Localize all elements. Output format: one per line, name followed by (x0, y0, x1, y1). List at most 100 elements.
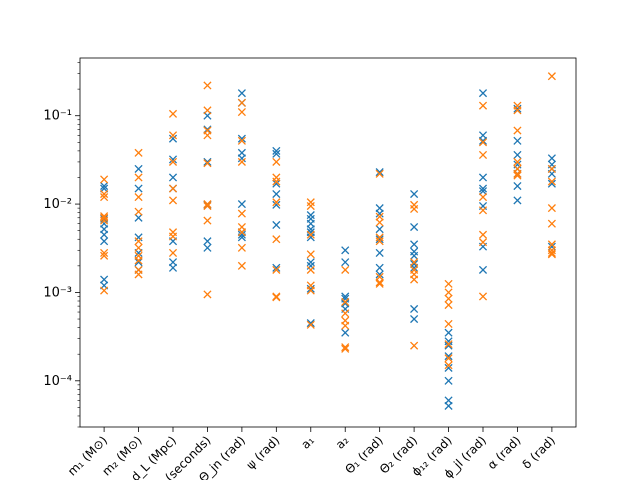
data-point-marker (478, 136, 488, 145)
scatter-markers (100, 72, 556, 410)
data-point-marker (272, 146, 281, 155)
data-point-marker (444, 300, 453, 310)
data-point-marker (306, 250, 315, 259)
data-point-marker (478, 238, 488, 247)
data-point-marker (100, 189, 109, 199)
data-point-marker (444, 340, 453, 349)
data-point-marker (134, 148, 143, 157)
data-point-marker (134, 164, 143, 173)
data-point-marker (203, 201, 212, 211)
data-point-marker (100, 230, 109, 239)
data-point-marker (168, 155, 178, 164)
data-point-marker (341, 246, 350, 255)
data-point-marker (272, 200, 281, 209)
data-point-marker (547, 240, 556, 249)
data-point-marker (272, 177, 281, 186)
data-point-marker (100, 237, 109, 246)
data-point-marker (341, 309, 350, 318)
data-point-marker (513, 171, 522, 180)
data-point-marker (375, 248, 384, 257)
y-tick-label: 10⁻³ (43, 285, 72, 300)
data-point-marker (100, 286, 109, 295)
data-point-marker (134, 243, 143, 252)
data-point-marker (410, 222, 419, 232)
data-point-marker (478, 89, 488, 98)
data-point-marker (306, 230, 315, 239)
data-point-marker (547, 179, 556, 188)
data-point-marker (375, 168, 384, 177)
data-point-marker (237, 89, 246, 98)
x-category-label: a₁ (298, 433, 317, 452)
data-point-marker (100, 251, 109, 260)
data-point-marker (203, 131, 212, 140)
data-point-marker (168, 263, 178, 272)
data-point-marker (306, 201, 315, 211)
data-point-marker (100, 213, 109, 222)
data-point-marker (134, 256, 143, 265)
data-point-marker (444, 279, 453, 288)
y-tick-label: 10⁻⁴ (43, 374, 72, 389)
data-point-marker (237, 157, 246, 166)
data-point-marker (168, 196, 178, 205)
data-point-marker (237, 136, 246, 145)
y-axis: 10⁻⁴ 10⁻³ 10⁻² 10⁻¹ (43, 62, 80, 428)
data-point-marker (375, 209, 384, 218)
data-point-marker (513, 106, 522, 115)
data-point-marker (272, 179, 281, 188)
data-point-marker (478, 230, 488, 239)
data-point-marker (513, 150, 522, 159)
data-point-marker (237, 108, 246, 117)
data-point-marker (513, 169, 522, 178)
data-point-marker (306, 320, 315, 329)
data-point-marker (478, 187, 488, 196)
data-point-marker (203, 81, 212, 90)
data-point-marker (547, 72, 556, 81)
x-category-label: a₂ (333, 433, 352, 452)
data-point-marker (375, 263, 384, 272)
data-point-marker (444, 401, 453, 410)
data-point-marker (237, 154, 246, 163)
data-point-marker (410, 304, 419, 314)
data-point-marker (272, 189, 281, 199)
data-point-marker (168, 109, 178, 118)
data-point-marker (203, 125, 212, 134)
data-point-marker (306, 261, 315, 270)
data-point-marker (306, 233, 315, 242)
data-point-marker (272, 149, 281, 158)
data-point-marker (272, 265, 281, 274)
data-point-marker (272, 263, 281, 272)
data-point-marker (375, 225, 384, 234)
data-point-marker (168, 173, 178, 182)
data-point-marker (306, 198, 315, 207)
data-point-marker (444, 354, 453, 363)
data-point-marker (444, 341, 453, 350)
data-point-marker (306, 284, 315, 293)
data-point-marker (410, 251, 419, 260)
data-point-marker (547, 250, 556, 259)
data-point-marker (478, 206, 488, 215)
data-point-marker (272, 293, 281, 302)
data-point-marker (306, 319, 315, 328)
data-point-marker (306, 258, 315, 267)
data-point-marker (410, 275, 419, 284)
data-point-marker (513, 157, 522, 166)
data-point-marker (547, 242, 556, 251)
data-point-marker (100, 216, 109, 225)
data-point-marker (410, 314, 419, 324)
data-point-marker (375, 270, 384, 279)
data-point-marker (547, 177, 556, 186)
data-point-marker (513, 196, 522, 205)
data-point-marker (341, 343, 350, 352)
data-point-marker (168, 131, 178, 140)
data-point-marker (134, 237, 143, 246)
data-point-marker (168, 232, 178, 241)
data-point-marker (341, 328, 350, 337)
data-point-marker (203, 243, 212, 252)
data-point-marker (547, 154, 556, 163)
data-point-marker (410, 189, 419, 199)
data-point-marker (168, 184, 178, 193)
data-point-marker (203, 157, 212, 166)
data-point-marker (203, 200, 212, 209)
data-point-marker (237, 230, 246, 239)
